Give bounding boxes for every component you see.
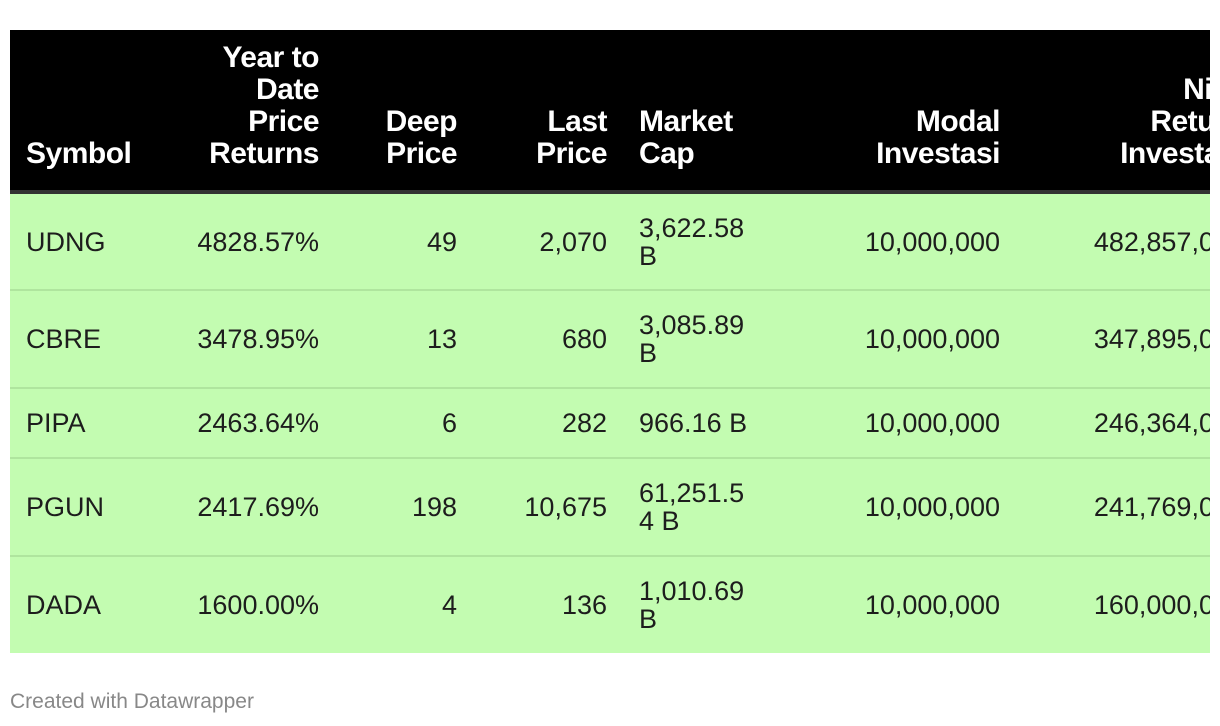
- cell-symbol: UDNG: [10, 192, 162, 290]
- cell-modal-investasi: 10,000,000: [772, 457, 1016, 556]
- table-row: UDNG 4828.57% 49 2,070 3,622.58 B 10,000…: [10, 192, 1210, 290]
- cell-market-cap: 966.16 B: [623, 387, 772, 458]
- cell-deep-price: 13: [335, 289, 473, 388]
- data-table-container: Symbol Year to Date Price Returns Deep P…: [10, 30, 1210, 654]
- column-header-symbol[interactable]: Symbol: [10, 30, 162, 194]
- column-header-market-cap[interactable]: Market Cap: [623, 30, 772, 194]
- cell-last-price: 136: [473, 555, 623, 653]
- cell-nilai-return: 160,000,000: [1016, 555, 1210, 653]
- column-header-deep-price[interactable]: Deep Price: [335, 30, 473, 194]
- cell-deep-price: 4: [335, 555, 473, 653]
- returns-table: Symbol Year to Date Price Returns Deep P…: [10, 30, 1210, 653]
- cell-symbol: DADA: [10, 555, 162, 653]
- cell-market-cap: 1,010.69 B: [623, 555, 772, 653]
- cell-modal-investasi: 10,000,000: [772, 192, 1016, 290]
- cell-last-price: 282: [473, 387, 623, 458]
- cell-symbol: PGUN: [10, 457, 162, 556]
- cell-nilai-return: 347,895,000: [1016, 289, 1210, 388]
- cell-ytd-returns: 1600.00%: [162, 555, 335, 653]
- cell-ytd-returns: 4828.57%: [162, 192, 335, 290]
- table-row: DADA 1600.00% 4 136 1,010.69 B 10,000,00…: [10, 555, 1210, 653]
- cell-nilai-return: 482,857,000: [1016, 192, 1210, 290]
- cell-deep-price: 6: [335, 387, 473, 458]
- column-header-last-price[interactable]: Last Price: [473, 30, 623, 194]
- cell-symbol: PIPA: [10, 387, 162, 458]
- cell-deep-price: 198: [335, 457, 473, 556]
- cell-deep-price: 49: [335, 192, 473, 290]
- table-row: PIPA 2463.64% 6 282 966.16 B 10,000,000 …: [10, 387, 1210, 458]
- cell-market-cap: 3,622.58 B: [623, 192, 772, 290]
- cell-ytd-returns: 2463.64%: [162, 387, 335, 458]
- column-header-modal-investasi[interactable]: Modal Investasi: [772, 30, 1016, 194]
- cell-market-cap: 61,251.54 B: [623, 457, 772, 556]
- cell-ytd-returns: 3478.95%: [162, 289, 335, 388]
- cell-nilai-return: 241,769,000: [1016, 457, 1210, 556]
- column-header-nilai-return[interactable]: Nilai Return Investasi: [1016, 30, 1210, 194]
- cell-modal-investasi: 10,000,000: [772, 289, 1016, 388]
- cell-nilai-return: 246,364,000: [1016, 387, 1210, 458]
- header-row: Symbol Year to Date Price Returns Deep P…: [10, 30, 1210, 194]
- cell-ytd-returns: 2417.69%: [162, 457, 335, 556]
- cell-modal-investasi: 10,000,000: [772, 555, 1016, 653]
- cell-last-price: 2,070: [473, 192, 623, 290]
- cell-last-price: 10,675: [473, 457, 623, 556]
- cell-market-cap: 3,085.89 B: [623, 289, 772, 388]
- table-row: CBRE 3478.95% 13 680 3,085.89 B 10,000,0…: [10, 289, 1210, 388]
- cell-modal-investasi: 10,000,000: [772, 387, 1016, 458]
- table-row: PGUN 2417.69% 198 10,675 61,251.54 B 10,…: [10, 457, 1210, 556]
- cell-last-price: 680: [473, 289, 623, 388]
- cell-symbol: CBRE: [10, 289, 162, 388]
- datawrapper-credit[interactable]: Created with Datawrapper: [10, 690, 254, 713]
- column-header-ytd-returns[interactable]: Year to Date Price Returns: [162, 30, 335, 194]
